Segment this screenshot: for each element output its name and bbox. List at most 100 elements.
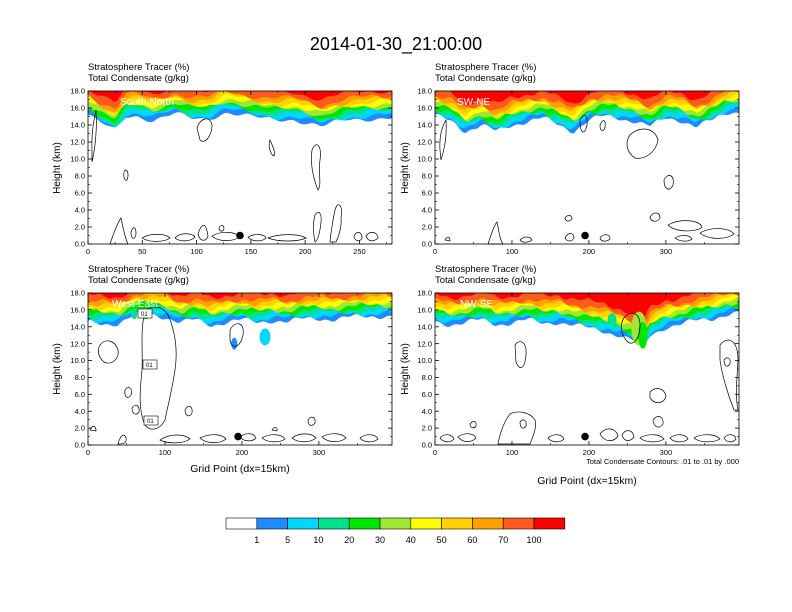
y-tick-label: 6.0 bbox=[75, 189, 85, 198]
colorbar-label: 30 bbox=[375, 535, 385, 545]
panel-south-north: Stratosphere Tracer (%) Total Condensate… bbox=[52, 62, 393, 256]
colorbar-swatch bbox=[472, 517, 504, 530]
y-tick-label: 4.0 bbox=[422, 206, 432, 215]
y-tick-label: 2.0 bbox=[75, 424, 85, 433]
colorbar-swatch bbox=[225, 517, 258, 530]
contour-label-box bbox=[137, 308, 153, 319]
x-tick-label: 300 bbox=[660, 247, 673, 256]
panel-subtitle-tracer: Stratosphere Tracer (%) bbox=[88, 264, 189, 275]
colorbar-label: 20 bbox=[344, 535, 354, 545]
y-tick-label: 6.0 bbox=[75, 390, 85, 399]
x-tick-label: 0 bbox=[86, 448, 90, 457]
x-axis-label: Grid Point (dx=15km) bbox=[190, 463, 290, 475]
tracer-fill bbox=[435, 293, 739, 349]
colorbar-swatch bbox=[348, 517, 381, 530]
x-axis-label: Grid Point (dx=15km) bbox=[537, 475, 637, 487]
colorbar-swatch bbox=[441, 517, 473, 530]
x-tick-label: 50 bbox=[138, 247, 146, 256]
y-tick-label: 4.0 bbox=[422, 407, 432, 416]
colorbar-swatch bbox=[533, 517, 566, 530]
x-axis: 0 100 200 300 bbox=[433, 91, 705, 256]
x-axis: 0 100 200 300 bbox=[433, 293, 705, 457]
colorbar-label: 100 bbox=[526, 535, 541, 545]
x-tick-label: 0 bbox=[86, 247, 90, 256]
condensate-contours bbox=[89, 306, 379, 445]
y-tick-label: 0.0 bbox=[75, 441, 85, 450]
x-tick-label: 100 bbox=[506, 247, 519, 256]
colorbar-label: 1 bbox=[254, 535, 259, 545]
y-tick-label: 16.0 bbox=[417, 104, 432, 113]
tracer-band bbox=[435, 91, 739, 106]
panel-label: SW-NE bbox=[457, 97, 490, 108]
y-tick-label: 10.0 bbox=[417, 155, 432, 164]
y-tick-label: 12.0 bbox=[417, 138, 432, 147]
colorbar-swatch bbox=[410, 517, 442, 530]
panel-subtitle-condensate: Total Condensate (g/kg) bbox=[88, 275, 189, 286]
y-axis-label: Height (km) bbox=[52, 142, 63, 194]
x-tick-label: 150 bbox=[245, 247, 258, 256]
tracer-band bbox=[435, 293, 739, 321]
contour-label: 01 bbox=[147, 419, 154, 425]
contour-label: 01 bbox=[146, 363, 153, 369]
x-tick-label: 100 bbox=[159, 448, 172, 457]
contour-label-box bbox=[143, 415, 159, 426]
y-tick-label: 2.0 bbox=[75, 223, 85, 232]
y-tick-label: 12.0 bbox=[70, 138, 85, 147]
tracer-band bbox=[88, 293, 392, 299]
y-axis-label: Height (km) bbox=[400, 343, 411, 395]
y-tick-label: 8.0 bbox=[75, 373, 85, 382]
tracer-blob bbox=[607, 313, 617, 327]
y-tick-label: 6.0 bbox=[422, 189, 432, 198]
y-tick-label: 12.0 bbox=[417, 339, 432, 348]
location-marker bbox=[236, 231, 244, 240]
condensate-contours bbox=[439, 115, 735, 245]
y-tick-label: 4.0 bbox=[75, 206, 85, 215]
y-tick-label: 18.0 bbox=[70, 87, 85, 96]
location-marker bbox=[581, 432, 589, 441]
y-tick-label: 18.0 bbox=[417, 289, 432, 298]
y-tick-label: 14.0 bbox=[417, 121, 432, 130]
x-tick-label: 300 bbox=[313, 448, 326, 457]
x-tick-label: 100 bbox=[190, 247, 203, 256]
tracer-blob bbox=[231, 337, 238, 350]
y-axis: 0.0 2.0 4.0 6.0 8.0 10.0 12.0 14.0 16.0 18.0 bbox=[417, 289, 739, 450]
tracer-fill bbox=[435, 91, 739, 134]
tracer-band bbox=[88, 91, 392, 102]
panel-west-east: Stratosphere Tracer (%) Total Condensate… bbox=[52, 264, 393, 475]
y-tick-label: 18.0 bbox=[417, 87, 432, 96]
y-tick-label: 16.0 bbox=[417, 305, 432, 314]
contour-label: 01 bbox=[141, 312, 148, 318]
y-axis: 0.0 2.0 4.0 6.0 8.0 10.0 12.0 14.0 16.0 18.0 bbox=[70, 289, 392, 450]
panel-nw-se: Stratosphere Tracer (%) Total Condensate… bbox=[400, 264, 740, 487]
colorbar-swatch bbox=[502, 517, 535, 530]
x-tick-label: 200 bbox=[236, 448, 249, 457]
panel-subtitle-tracer: Stratosphere Tracer (%) bbox=[435, 62, 536, 73]
tracer-fill bbox=[88, 293, 392, 350]
figure-title: 2014-01-30_21:00:00 bbox=[310, 34, 482, 55]
x-tick-label: 300 bbox=[660, 448, 673, 457]
y-tick-label: 0.0 bbox=[422, 240, 432, 249]
y-tick-label: 2.0 bbox=[422, 223, 432, 232]
y-tick-label: 0.0 bbox=[422, 441, 432, 450]
colorbar-swatch bbox=[256, 517, 288, 530]
colorbar-swatch bbox=[287, 517, 319, 530]
colorbar-label: 10 bbox=[313, 535, 323, 545]
y-tick-label: 16.0 bbox=[70, 305, 85, 314]
y-tick-label: 14.0 bbox=[70, 322, 85, 331]
panel-subtitle-tracer: Stratosphere Tracer (%) bbox=[435, 264, 536, 275]
panel-label: West-East bbox=[112, 299, 158, 310]
colorbar-label: 60 bbox=[467, 535, 477, 545]
condensate-contours bbox=[91, 109, 379, 245]
colorbar-label: 70 bbox=[498, 535, 508, 545]
panel-subtitle-condensate: Total Condensate (g/kg) bbox=[88, 73, 189, 84]
x-tick-label: 0 bbox=[433, 247, 437, 256]
y-tick-label: 6.0 bbox=[422, 390, 432, 399]
y-tick-label: 2.0 bbox=[422, 424, 432, 433]
tracer-band bbox=[88, 293, 392, 304]
y-tick-label: 8.0 bbox=[422, 373, 432, 382]
panel-label: NW-SE bbox=[460, 299, 493, 310]
y-tick-label: 10.0 bbox=[70, 155, 85, 164]
panel-subtitle-condensate: Total Condensate (g/kg) bbox=[435, 73, 536, 84]
tracer-fill bbox=[88, 91, 392, 128]
